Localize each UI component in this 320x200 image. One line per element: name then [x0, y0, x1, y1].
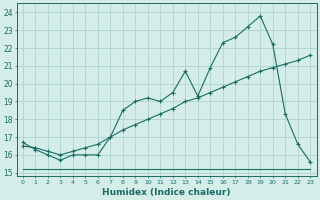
- X-axis label: Humidex (Indice chaleur): Humidex (Indice chaleur): [102, 188, 231, 197]
